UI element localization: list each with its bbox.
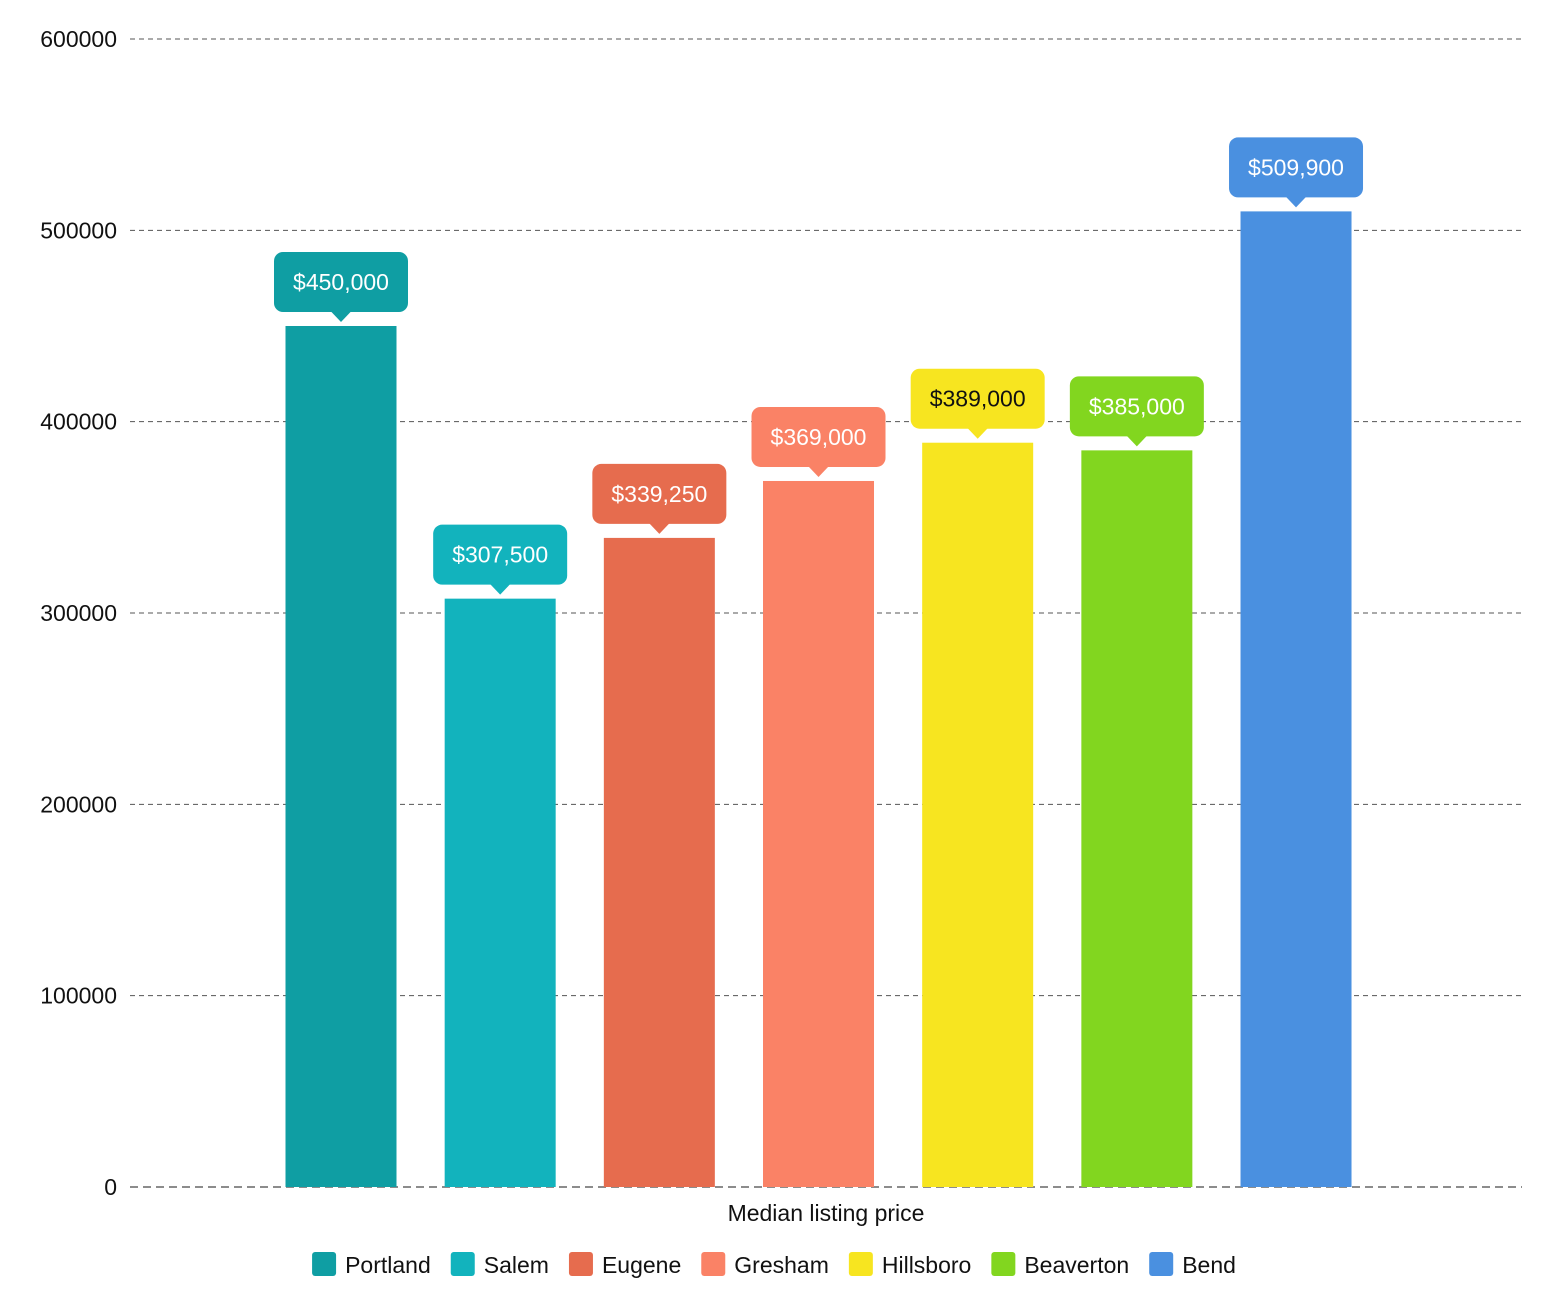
legend-item-salem[interactable]: Salem — [450, 1252, 549, 1278]
data-label-text: $339,250 — [611, 481, 707, 507]
data-label-pointer — [967, 428, 988, 439]
bar-beaverton[interactable] — [1081, 450, 1193, 1187]
legend-swatch — [450, 1252, 475, 1276]
legend-item-beaverton[interactable]: Beaverton — [991, 1252, 1129, 1278]
legend-item-gresham[interactable]: Gresham — [701, 1252, 829, 1278]
y-tick-label: 200000 — [40, 791, 117, 817]
legend: Portland Salem Eugene Gresham Hillsboro Beave… — [312, 1252, 1236, 1278]
data-label-text: $389,000 — [930, 386, 1026, 412]
legend-label: Portland — [345, 1252, 431, 1278]
legend-swatch — [701, 1252, 726, 1276]
y-tick-label: 400000 — [40, 409, 117, 435]
data-label-pointer — [1286, 196, 1307, 208]
legend-label: Salem — [484, 1252, 549, 1278]
bar-hillsboro[interactable] — [922, 442, 1034, 1187]
bar-eugene[interactable] — [603, 537, 715, 1187]
data-label-box — [433, 524, 568, 585]
data-label-box — [274, 252, 408, 312]
data-label-salem: $307,500 — [433, 524, 568, 595]
data-label-pointer — [1126, 435, 1147, 447]
bar-bend[interactable] — [1240, 211, 1352, 1187]
data-label-beaverton: $385,000 — [1069, 376, 1204, 447]
data-label-text: $509,900 — [1248, 154, 1344, 180]
data-label-box — [592, 463, 727, 524]
data-label-gresham: $369,000 — [751, 406, 886, 477]
y-tick-label: 300000 — [40, 600, 117, 626]
legend-label: Eugene — [602, 1252, 681, 1278]
y-tick-label: 100000 — [40, 983, 117, 1009]
data-label-pointer — [649, 523, 670, 534]
legend-label: Bend — [1182, 1252, 1236, 1278]
bars-layer — [285, 211, 1352, 1188]
data-label-pointer — [490, 584, 511, 595]
legend-swatch — [848, 1252, 873, 1276]
legend-label: Gresham — [734, 1252, 829, 1278]
y-tick-label: 500000 — [40, 217, 117, 243]
legend-label: Beaverton — [1024, 1252, 1129, 1278]
legend-swatch — [312, 1252, 337, 1276]
data-label-box — [910, 368, 1045, 429]
legend-label: Hillsboro — [882, 1252, 971, 1278]
bar-salem[interactable] — [444, 598, 556, 1187]
data-label-text: $307,500 — [452, 542, 548, 568]
legend-item-eugene[interactable]: Eugene — [568, 1252, 681, 1278]
data-label-pointer — [808, 466, 829, 477]
legend-swatch — [1149, 1252, 1174, 1276]
data-label-hillsboro: $389,000 — [910, 368, 1045, 439]
data-label-text: $450,000 — [293, 269, 389, 295]
data-label-eugene: $339,250 — [592, 463, 727, 534]
data-label-bend: $509,900 — [1229, 137, 1364, 208]
data-label-text: $385,000 — [1089, 393, 1185, 419]
data-label-pointer — [331, 311, 351, 322]
data-label-box — [1069, 376, 1204, 437]
legend-swatch — [568, 1252, 593, 1276]
data-label-portland: $450,000 — [274, 252, 408, 322]
data-label-box — [751, 406, 886, 467]
y-tick-label: 0 — [104, 1174, 117, 1200]
legend-item-portland[interactable]: Portland — [312, 1252, 431, 1278]
legend-item-bend[interactable]: Bend — [1149, 1252, 1236, 1278]
bar-gresham[interactable] — [763, 480, 875, 1188]
y-tick-label: 600000 — [40, 26, 117, 52]
data-labels-layer: $450,000 $307,500 $339,250 $369,000 $389,000… — [274, 137, 1364, 595]
legend-swatch — [991, 1252, 1016, 1276]
legend-item-hillsboro[interactable]: Hillsboro — [848, 1252, 971, 1278]
bar-portland[interactable] — [285, 326, 397, 1187]
data-label-text: $369,000 — [771, 424, 867, 450]
x-category-label: Median listing price — [728, 1200, 925, 1226]
data-label-box — [1229, 137, 1364, 198]
